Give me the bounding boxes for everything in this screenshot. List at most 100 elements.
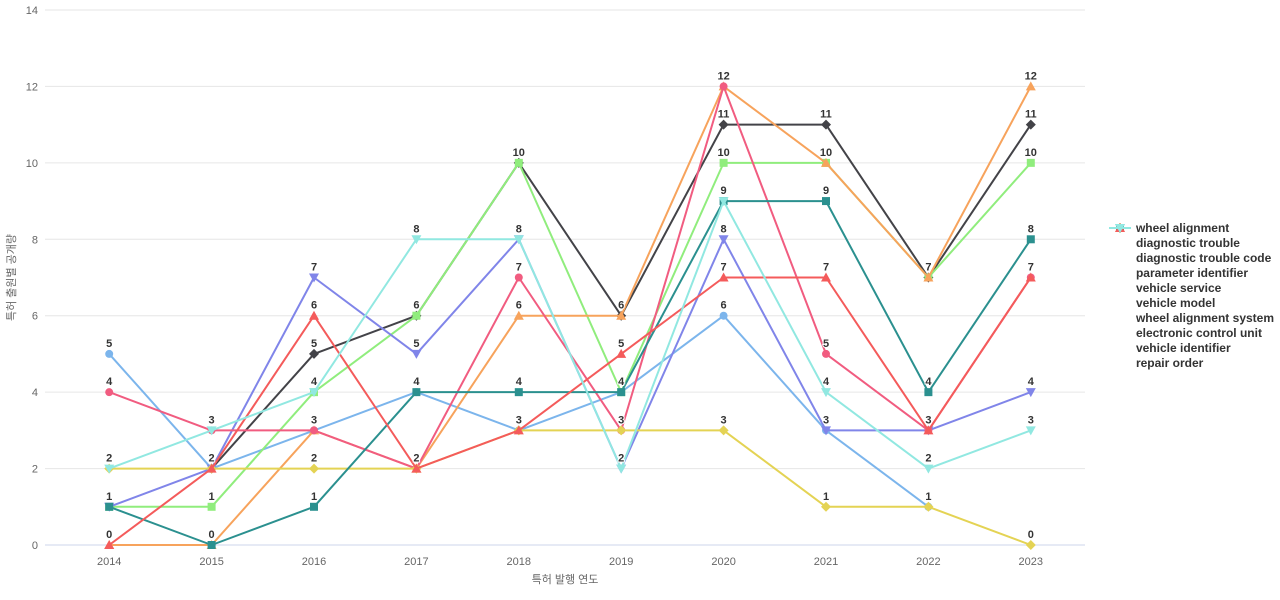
legend-item-diagnostic-trouble[interactable]: diagnostic trouble	[1108, 223, 1274, 250]
series-marker	[821, 501, 831, 512]
series-marker	[411, 349, 422, 359]
series-marker	[821, 157, 831, 167]
series-marker	[513, 425, 524, 435]
data-label: 11	[718, 109, 730, 121]
series-marker	[1026, 158, 1035, 167]
y-axis-title: 특허 출원별 공개량	[5, 234, 18, 321]
data-label: 0	[1028, 529, 1034, 541]
data-label: 4	[618, 376, 625, 388]
data-label: 1	[106, 491, 112, 503]
series-marker	[719, 311, 728, 320]
series-marker	[105, 388, 114, 397]
x-tick-label: 2015	[199, 556, 223, 568]
data-label: 5	[413, 338, 419, 350]
x-tick-label: 2022	[916, 556, 940, 568]
series-marker	[309, 273, 319, 283]
series-marker	[719, 82, 728, 91]
data-label: 11	[820, 109, 832, 121]
legend-item-label: wheel alignment	[1135, 221, 1230, 235]
data-label: 2	[413, 453, 419, 465]
series-marker	[923, 425, 934, 435]
series-vehicle-identifier	[104, 272, 1036, 549]
data-label: 4	[311, 376, 318, 388]
series-marker	[1025, 272, 1036, 282]
data-label: 3	[721, 414, 727, 426]
series-marker	[616, 464, 627, 474]
x-axis-title: 특허 발행 연도	[532, 573, 599, 586]
series-marker	[105, 349, 114, 358]
series-marker	[309, 388, 319, 398]
x-tick-label: 2021	[814, 556, 838, 568]
series-marker	[1025, 426, 1036, 436]
legend-item-vehicle-identifier[interactable]: vehicle identifier	[1108, 223, 1274, 354]
series-marker	[309, 348, 319, 359]
data-label: 0	[106, 529, 112, 541]
legend-item-wheel-alignment-system[interactable]: wheel alignment system	[1108, 223, 1274, 324]
data-label: 6	[311, 300, 317, 312]
series-marker	[718, 425, 729, 436]
data-label: 8	[721, 223, 727, 235]
data-label: 3	[925, 414, 931, 426]
data-label: 8	[516, 223, 522, 235]
data-label: 2	[209, 453, 215, 465]
series-line-vehicle-identifier	[108, 276, 1032, 546]
data-label: 2	[618, 453, 624, 465]
data-label: 2	[311, 453, 317, 465]
legend-item-wheel-alignment[interactable]: wheel alignment	[1108, 221, 1274, 235]
data-label: 10	[1025, 147, 1037, 159]
diamond-marker-icon	[1108, 223, 1131, 324]
y-tick-label: 14	[26, 5, 38, 17]
data-label: 5	[618, 338, 624, 350]
series-marker	[923, 272, 934, 282]
series-marker	[1025, 540, 1036, 550]
series-marker	[924, 388, 933, 397]
legend-item-label: diagnostic trouble	[1135, 236, 1240, 250]
series-line-electronic-control-unit	[108, 200, 1032, 546]
triangle-down-marker-icon	[1108, 224, 1131, 369]
data-label: 11	[1025, 109, 1037, 121]
data-label: 3	[1028, 414, 1034, 426]
data-label: 1	[209, 491, 215, 503]
series-marker	[1025, 81, 1036, 91]
data-label: 10	[717, 147, 729, 159]
data-label: 2	[925, 453, 931, 465]
data-label: 7	[925, 262, 931, 274]
legend-item-diagnostic-trouble-code[interactable]: diagnostic trouble code	[1108, 224, 1274, 264]
data-label: 0	[209, 529, 215, 541]
legend-item-electronic-control-unit[interactable]: electronic control unit	[1108, 224, 1274, 340]
legend-item-vehicle-service[interactable]: vehicle service	[1108, 224, 1274, 294]
data-label: 8	[1028, 223, 1034, 235]
series-marker	[617, 388, 626, 397]
series-marker	[822, 349, 830, 358]
data-label: 7	[721, 262, 727, 274]
data-label: 4	[925, 376, 932, 388]
legend-item-vehicle-model[interactable]: vehicle model	[1108, 224, 1274, 309]
data-label: 9	[823, 185, 829, 197]
y-tick-label: 2	[32, 464, 38, 476]
data-label: 8	[413, 223, 419, 235]
data-label: 4	[106, 376, 113, 388]
legend-item-label: electronic control unit	[1135, 326, 1262, 340]
y-tick-label: 8	[32, 234, 38, 246]
circle-marker-icon	[1108, 224, 1131, 309]
series-marker	[1025, 388, 1036, 398]
data-label: 7	[823, 262, 829, 274]
legend-item-label: parameter identifier	[1135, 266, 1248, 280]
data-label: 6	[413, 300, 419, 312]
series-marker	[719, 158, 728, 167]
series-marker	[310, 502, 318, 511]
square-marker-icon	[1108, 224, 1131, 264]
triangle-down-marker-icon	[1108, 224, 1131, 294]
series-marker	[514, 388, 523, 397]
y-tick-label: 4	[32, 387, 38, 399]
legend-item-repair-order[interactable]: repair order	[1108, 224, 1274, 370]
series-line-parameter-identifier	[109, 85, 1032, 546]
data-label: 4	[516, 376, 523, 388]
y-tick-label: 10	[26, 158, 38, 170]
legend-item-label: repair order	[1135, 356, 1204, 370]
series-marker	[411, 463, 422, 473]
legend-item-parameter-identifier[interactable]: parameter identifier	[1108, 223, 1274, 280]
series-marker	[821, 426, 831, 436]
